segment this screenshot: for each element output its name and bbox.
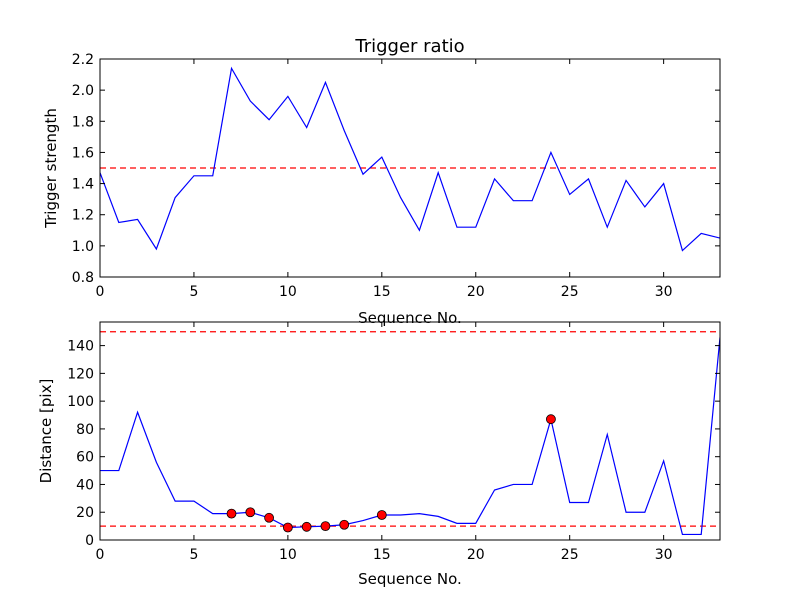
x-tick-label: 0 — [96, 547, 105, 563]
y-tick-label: 120 — [67, 366, 94, 382]
y-tick-label: 1.4 — [72, 177, 94, 193]
series-line — [100, 66, 720, 252]
data-point-marker — [546, 414, 556, 425]
x-tick-label: 10 — [279, 284, 297, 300]
y-tick-label: 2.2 — [72, 52, 94, 68]
y-tick-label: 0 — [85, 533, 94, 549]
x-tick-label: 30 — [655, 547, 673, 563]
x-tick-label: 25 — [561, 284, 579, 300]
x-tick-label: 20 — [467, 547, 485, 563]
x-axis-label: Sequence No. — [358, 570, 462, 588]
axes-frame — [99, 321, 721, 541]
series-line — [100, 337, 720, 536]
y-tick-label: 100 — [67, 394, 94, 410]
x-tick-label: 20 — [467, 284, 485, 300]
x-tick-label: 0 — [96, 284, 105, 300]
data-point-marker — [245, 507, 256, 518]
x-tick-label: 25 — [561, 547, 579, 563]
y-tick-label: 1.2 — [72, 208, 94, 224]
y-axis-label: Distance [pix] — [37, 379, 55, 484]
data-point-marker — [339, 519, 350, 530]
data-point-marker — [226, 508, 237, 519]
data-point-marker — [282, 522, 293, 533]
chart-title: Trigger ratio — [354, 36, 464, 57]
trigger-ratio-chart: Trigger ratio Sequence No. Trigger stren… — [42, 36, 721, 327]
y-axis-label: Trigger strength — [42, 108, 60, 229]
x-tick-label: 15 — [373, 547, 391, 563]
data-point-marker — [320, 521, 331, 532]
x-tick-label: 15 — [373, 284, 391, 300]
axes-frame — [99, 58, 721, 278]
y-tick-label: 1.6 — [72, 145, 94, 161]
data-point-marker — [301, 521, 312, 532]
y-tick-label: 40 — [76, 477, 94, 493]
data-point-marker — [376, 510, 387, 520]
y-tick-label: 80 — [76, 422, 94, 438]
data-point-marker — [264, 512, 274, 523]
y-tick-label: 20 — [76, 505, 94, 521]
distance-chart: Sequence No. Distance [pix] 0 5 10 15 20 25 30… — [37, 321, 721, 588]
y-tick-label: 60 — [76, 450, 94, 466]
x-tick-label: 5 — [189, 284, 198, 300]
x-axis-label: Sequence No. — [358, 309, 462, 327]
y-tick-label: 140 — [67, 339, 94, 355]
y-tick-label: 1.8 — [72, 114, 94, 130]
y-tick-label: 1.0 — [72, 239, 94, 255]
y-tick-label: 0.8 — [72, 270, 94, 286]
x-tick-label: 5 — [189, 547, 198, 563]
y-tick-label: 2.0 — [72, 83, 94, 99]
x-tick-label: 10 — [279, 547, 297, 563]
x-tick-label: 30 — [655, 284, 673, 300]
